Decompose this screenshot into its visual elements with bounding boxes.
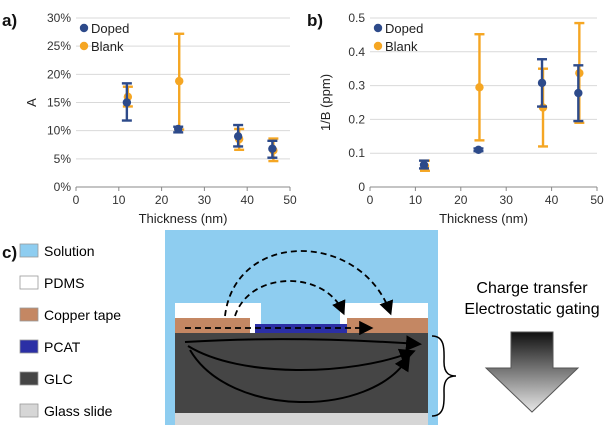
data-point-doped [537,78,547,88]
legend-label-doped: Doped [385,21,423,36]
x-tick-label: 0 [367,193,374,207]
diagram-legend: Solution PDMS Copper tape PCAT GLC Glass… [19,243,121,419]
x-axis-label: Thickness (nm) [139,211,228,226]
legend-swatch-solution [19,243,39,258]
data-point-doped [122,98,132,107]
y-tick-label: 0.4 [348,45,365,59]
data-point-doped [419,160,429,170]
legend-label-solution: Solution [44,243,95,259]
y-tick-label: 5% [54,152,72,166]
y-axis-label: 1/B (ppm) [318,74,333,131]
chart-a: 0% 5% 10% 15% 20% 25% 30% 0 10 20 30 40 50 Thickness … [24,11,297,226]
chart-b-legend: Doped Blank [373,21,423,54]
x-tick-label: 50 [590,193,604,207]
arrow-solution-dashed-outer [224,250,394,317]
chart-a-legend: Doped Blank [79,21,129,54]
y-tick-label: 0.1 [348,146,365,160]
y-tick-label: 0.2 [348,112,365,126]
legend-label-blank: Blank [385,39,418,54]
big-down-arrow-icon [484,331,580,413]
x-tick-label: 10 [409,193,423,207]
legend-label-pdms: PDMS [44,275,84,291]
arrow-glc-straight [184,335,422,352]
legend-swatch-glass-slide [19,403,39,418]
x-tick-label: 30 [500,193,514,207]
legend-label-blank: Blank [91,39,124,54]
x-tick-label: 20 [155,193,169,207]
data-point-blank [175,76,184,86]
data-point-doped [233,132,243,141]
panel-label-c: c) [2,243,17,262]
data-point-doped [268,144,277,153]
charts-area: a) b) 0% 5% 10% 15% 20% 25% 30% 0 10 20 30 40 50 Thic… [2,11,604,226]
legend-swatch-copper-tape [19,307,39,322]
arrow-glc-deep [189,349,411,403]
glass-slide-layer [175,413,428,425]
legend-swatch-pcat [19,339,39,354]
y-tick-label: 10% [47,124,71,138]
y-tick-label: 0.5 [348,11,365,25]
x-tick-label: 40 [545,193,559,207]
x-tick-label: 30 [198,193,212,207]
device-cross-section [165,230,438,425]
y-tick-label: 15% [47,96,71,110]
x-tick-label: 20 [454,193,468,207]
legend-label-glass-slide: Glass slide [44,403,113,419]
legend-marker-doped [373,23,383,33]
y-tick-label: 20% [47,67,71,81]
x-axis-label: Thickness (nm) [439,211,528,226]
data-point-doped [574,88,583,98]
legend-marker-blank [79,41,89,51]
y-tick-label: 25% [47,39,71,53]
device-diagram: c) Solution PDMS Copper tape PCAT GLC Gl… [2,230,600,425]
legend-swatch-glc [19,371,39,386]
legend-marker-doped [79,23,89,33]
y-axis-label: A [24,98,39,107]
legend-label-doped: Doped [91,21,129,36]
electrostatic-gating-text: Electrostatic gating [464,301,599,318]
panel-label-a: a) [2,11,17,30]
data-point-doped [474,145,483,155]
x-tick-label: 0 [73,193,80,207]
y-tick-label: 0% [54,180,72,194]
charge-transfer-text: Charge transfer [476,280,588,297]
y-tick-label: 0.3 [348,79,365,93]
arrow-glc-shallow [187,345,416,371]
legend-marker-blank [373,41,383,51]
y-tick-label: 30% [47,11,71,25]
x-tick-label: 10 [112,193,126,207]
x-tick-label: 50 [283,193,297,207]
data-point-doped [174,124,183,134]
legend-label-pcat: PCAT [44,339,81,355]
copper-tape-right [347,318,428,333]
legend-label-glc: GLC [44,371,73,387]
legend-swatch-pdms [19,275,39,290]
copper-tape-left [175,318,250,333]
data-point-blank [475,83,484,92]
panel-label-b: b) [307,11,323,30]
x-tick-label: 40 [241,193,255,207]
chart-b: 0 0.1 0.2 0.3 0.4 0.5 0 10 20 30 40 50 Thickness (nm… [318,11,604,226]
curly-brace [431,335,457,417]
y-tick-label: 0 [358,180,365,194]
glc-layer [175,333,428,413]
legend-label-copper-tape: Copper tape [44,307,121,323]
